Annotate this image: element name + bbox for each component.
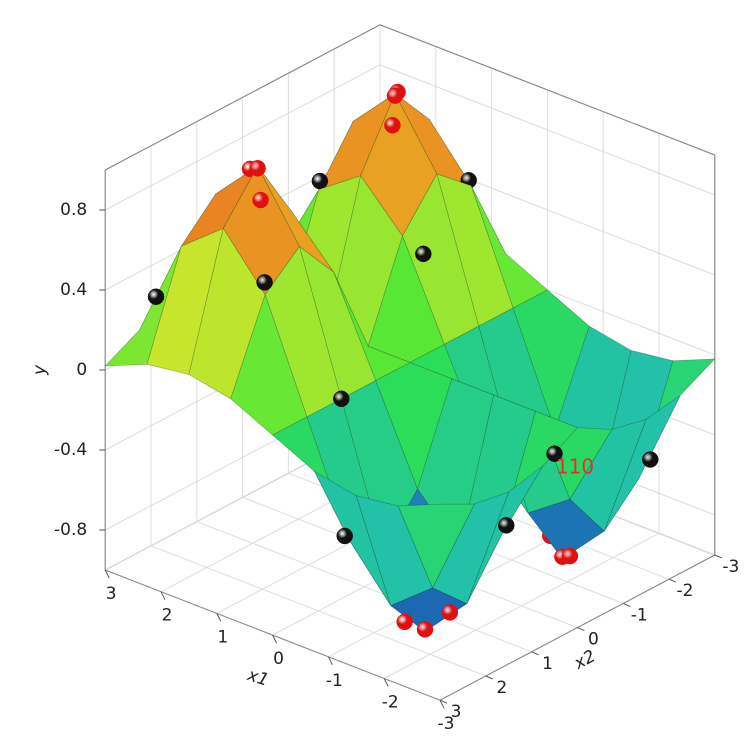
y-axis-label: y (30, 364, 50, 376)
x2-tick (668, 578, 677, 583)
y-tick-label: 0.4 (60, 280, 87, 300)
data-point (252, 191, 269, 209)
surface-face (188, 227, 266, 400)
y-tick-label: 0.8 (60, 200, 87, 220)
data-point (416, 621, 434, 638)
x2-tick (485, 675, 493, 680)
x2-tick (714, 554, 722, 559)
surface-face (271, 416, 350, 540)
data-point (561, 547, 579, 565)
x1-tick (383, 678, 389, 687)
x1-tick-label: 3 (106, 584, 117, 604)
x1-tick-label: 1 (217, 627, 228, 647)
x1-tick (327, 656, 333, 666)
x1-tick-label: 0 (273, 649, 284, 669)
grid-line (150, 545, 486, 677)
x2-tick-label: 1 (542, 654, 553, 674)
x2-tick-label: -1 (631, 605, 648, 625)
x1-tick (104, 569, 110, 579)
x1-tick (272, 634, 278, 644)
box-edge (104, 24, 381, 171)
data-point (147, 288, 165, 305)
data-point (396, 613, 413, 631)
data-point (441, 604, 459, 621)
data-point (311, 172, 329, 190)
y-tick-label: -0.4 (54, 440, 87, 460)
x1-tick-label: -1 (326, 671, 343, 691)
grid-line (104, 64, 381, 211)
data-point (415, 245, 432, 263)
y-tick-label: 0 (76, 360, 87, 380)
x1-tick (160, 591, 166, 600)
x2-tick-label: -3 (722, 557, 739, 577)
x2-axis-label: x2 (570, 646, 599, 674)
grid-line (379, 64, 715, 196)
grid-line (196, 521, 532, 653)
data-point (642, 451, 659, 468)
y-tick-label: -0.8 (54, 520, 87, 540)
x2-tick-label: 0 (588, 630, 599, 650)
x2-tick-label: 3 (451, 702, 462, 722)
data-point (249, 160, 266, 177)
x1-tick-label: -2 (382, 693, 399, 713)
data-point (546, 445, 563, 462)
x2-tick (623, 602, 631, 607)
data-point (386, 87, 404, 104)
x1-axis-label: x1 (244, 665, 271, 691)
x1-tick-label: 2 (162, 606, 173, 626)
x2-tick (577, 627, 585, 632)
x1-tick (439, 699, 445, 709)
x1-tick (216, 613, 222, 622)
x2-tick-label: 2 (496, 678, 507, 698)
data-point (333, 390, 350, 408)
data-point (336, 527, 353, 545)
x2-tick (439, 699, 448, 704)
box-edge (379, 24, 715, 156)
surface-face (146, 227, 224, 375)
plot-area (104, 83, 716, 638)
surface-face (397, 503, 475, 589)
x2-tick (531, 651, 539, 656)
data-point (384, 117, 401, 134)
data-point (498, 517, 515, 534)
x1-tick-label: -3 (438, 714, 455, 734)
annotation: 110 (556, 455, 594, 479)
x2-tick-label: -2 (677, 581, 694, 601)
data-point (256, 274, 273, 291)
